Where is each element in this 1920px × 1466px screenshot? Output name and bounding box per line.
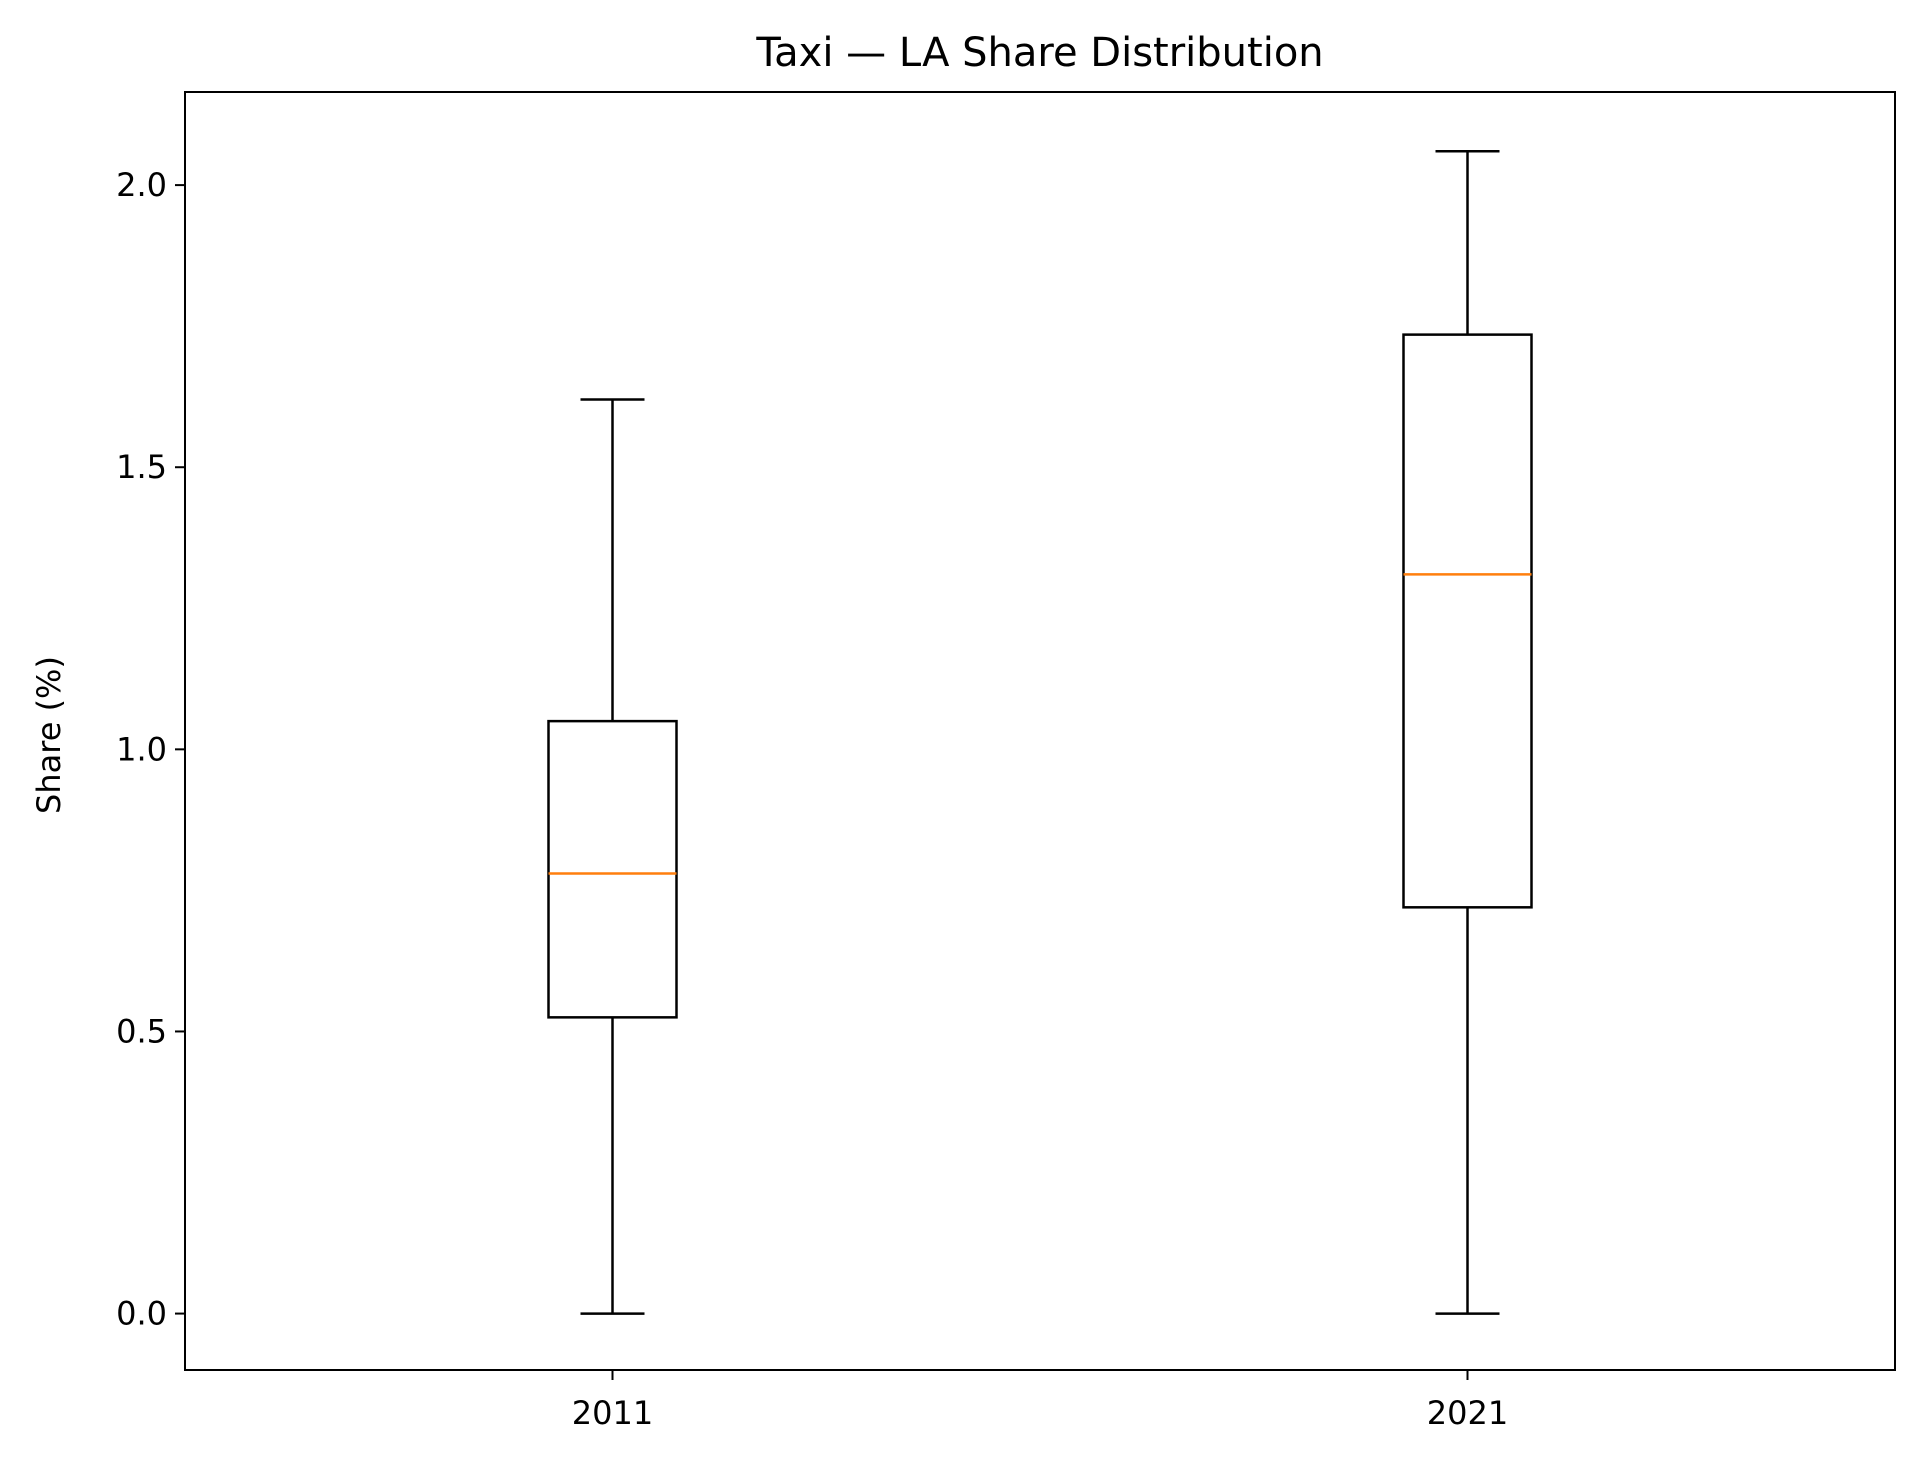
y-tick-label: 1.0: [116, 730, 167, 768]
chart-title: Taxi — LA Share Distribution: [755, 30, 1323, 76]
y-tick-label: 0.0: [116, 1295, 167, 1333]
y-tick-label: 1.5: [116, 448, 167, 486]
chart-marks: 0.0 0.5 1.0 1.5 2.0 2011 2021: [116, 149, 1533, 1432]
plot-area-frame: [184, 91, 1896, 1371]
y-axis-label: Share (%): [30, 656, 68, 814]
x-tick-label: 2021: [1427, 1394, 1508, 1432]
y-tick-label: 0.5: [116, 1012, 167, 1050]
x-tick-label: 2011: [572, 1394, 653, 1432]
iqr-box: [1402, 333, 1533, 909]
iqr-box: [547, 719, 678, 1019]
y-tick-label: 2.0: [116, 166, 167, 204]
